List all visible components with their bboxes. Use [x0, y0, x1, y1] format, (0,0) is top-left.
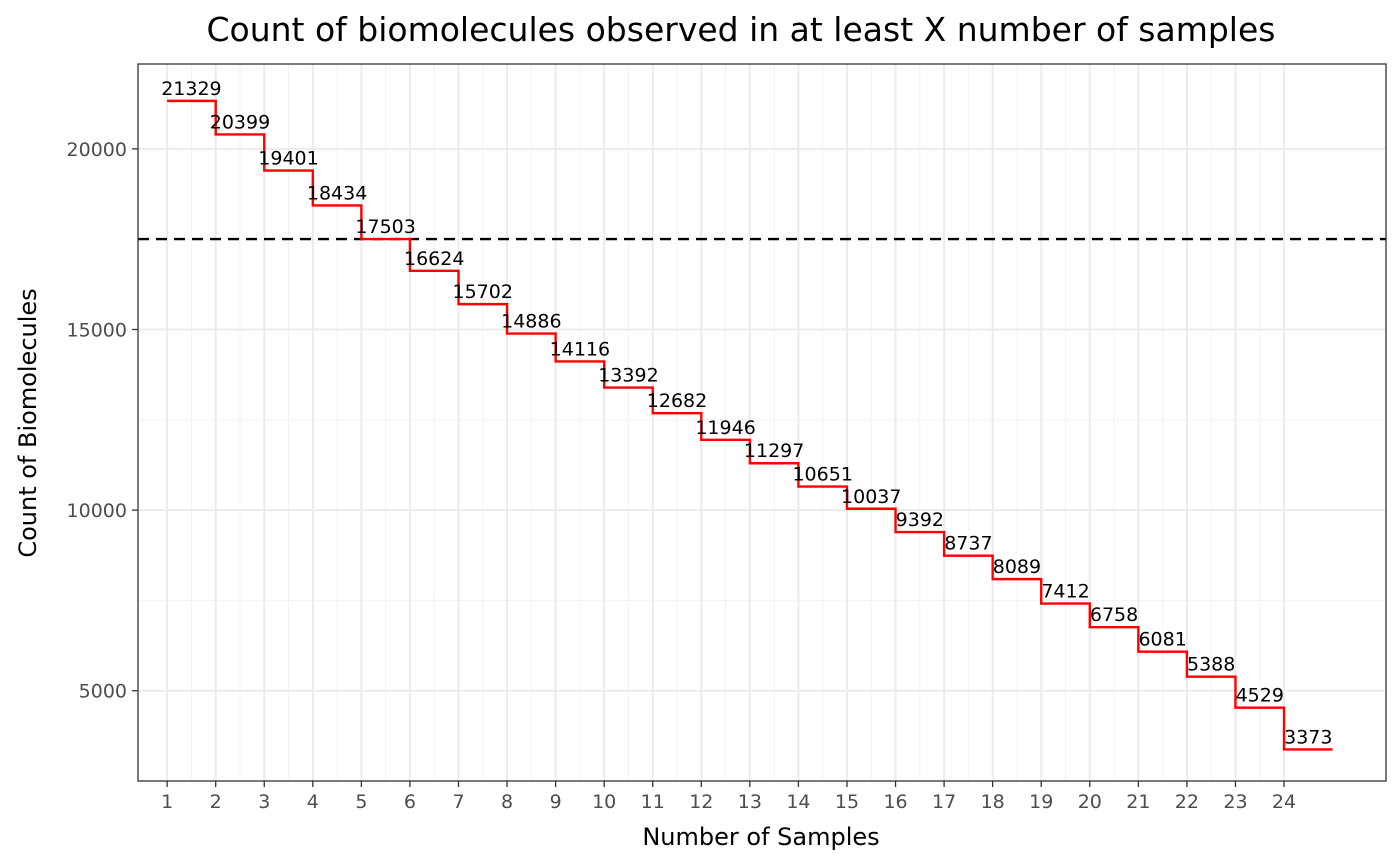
y-tick-label: 20000: [67, 139, 127, 161]
x-tick-label: 24: [1272, 791, 1296, 813]
data-label: 20399: [210, 111, 270, 133]
x-tick-label: 18: [981, 791, 1005, 813]
data-label: 8737: [944, 533, 992, 555]
y-axis-title: Count of Biomolecules: [14, 288, 42, 557]
data-label: 21329: [161, 78, 221, 100]
data-label: 17503: [355, 216, 415, 238]
x-tick-label: 13: [738, 791, 762, 813]
x-tick-label: 8: [501, 791, 513, 813]
data-label: 18434: [307, 182, 367, 204]
x-tick-label: 3: [258, 791, 270, 813]
x-tick-label: 19: [1029, 791, 1053, 813]
panel-border: [137, 63, 1387, 782]
data-label: 8089: [993, 556, 1041, 578]
step-line: [167, 99, 1333, 751]
y-tick-label: 10000: [67, 500, 127, 522]
y-tick-label: 5000: [79, 681, 127, 703]
x-tick-label: 2: [210, 791, 222, 813]
data-label: 19401: [258, 148, 318, 170]
x-tick-label: 5: [355, 791, 367, 813]
major-gridlines: [138, 64, 1386, 781]
x-tick-label: 6: [404, 791, 416, 813]
x-tick-label: 1: [161, 791, 173, 813]
data-label: 4529: [1236, 685, 1284, 707]
x-tick-label: 12: [689, 791, 713, 813]
data-labels: 21329 20399 19401 18434 17503 16624 15702 14886…: [161, 78, 1332, 749]
data-label: 12682: [647, 390, 707, 412]
data-label: 6081: [1138, 629, 1186, 651]
x-tick-label: 20: [1078, 791, 1102, 813]
minor-gridlines: [138, 64, 1386, 781]
y-axis: 5000 10000 15000 20000: [67, 139, 138, 703]
x-tick-label: 17: [932, 791, 956, 813]
x-tick-label: 15: [835, 791, 859, 813]
data-label: 3373: [1284, 726, 1332, 748]
panel-background: [138, 64, 1386, 781]
data-label: 10037: [841, 486, 901, 508]
data-label: 10651: [792, 464, 852, 486]
x-axis: 1 2 3 4 5 6 7 8 9 10 11 12 13 14 15 16 17 18 19 20 21 22 23 24: [161, 781, 1296, 813]
x-axis-title: Number of Samples: [642, 823, 879, 851]
data-label: 11297: [744, 440, 804, 462]
data-label: 14886: [501, 311, 561, 333]
x-tick-label: 16: [883, 791, 907, 813]
x-tick-label: 14: [786, 791, 810, 813]
x-tick-label: 10: [592, 791, 616, 813]
data-label: 5388: [1187, 654, 1235, 676]
x-tick-label: 4: [307, 791, 319, 813]
x-tick-label: 22: [1175, 791, 1199, 813]
x-tick-label: 9: [550, 791, 562, 813]
data-label: 11946: [695, 417, 755, 439]
data-label: 7412: [1041, 581, 1089, 603]
x-tick-label: 7: [452, 791, 464, 813]
data-label: 9392: [896, 509, 944, 531]
data-label: 13392: [598, 365, 658, 387]
x-tick-label: 21: [1126, 791, 1150, 813]
y-tick-label: 15000: [67, 319, 127, 341]
x-tick-label: 11: [641, 791, 665, 813]
data-label: 15702: [453, 281, 513, 303]
data-label: 14116: [550, 338, 610, 360]
data-label: 6758: [1090, 604, 1138, 626]
x-tick-label: 23: [1223, 791, 1247, 813]
data-label: 16624: [404, 248, 464, 270]
plot-panel: 21329 20399 19401 18434 17503 16624 15702 14886…: [137, 63, 1387, 782]
chart-title: Count of biomolecules observed in at lea…: [207, 10, 1276, 49]
